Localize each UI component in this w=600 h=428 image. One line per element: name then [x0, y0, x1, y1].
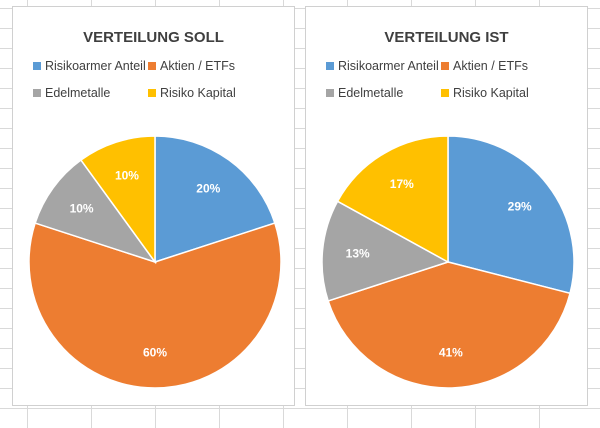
- data-label-edelmetalle: 10%: [70, 202, 94, 216]
- legend-item-risiko-kapital: Risiko Kapital: [148, 86, 236, 100]
- legend-item-edelmetalle: Edelmetalle: [326, 86, 403, 100]
- chart-ist[interactable]: VERTEILUNG IST Risikoarmer Anteil Aktien…: [305, 6, 588, 406]
- legend-item-aktien-etfs: Aktien / ETFs: [148, 59, 235, 73]
- legend-label: Risikoarmer Anteil: [45, 59, 146, 73]
- legend-item-risiko-kapital: Risiko Kapital: [441, 86, 529, 100]
- legend-item-aktien-etfs: Aktien / ETFs: [441, 59, 528, 73]
- pie-slice-edelmetalle: [34, 159, 157, 264]
- data-label-risiko-kapital: 10%: [115, 169, 139, 183]
- data-label-aktien-etfs: 41%: [439, 346, 463, 360]
- legend-item-risikoarmer-anteil: Risikoarmer Anteil: [33, 59, 146, 73]
- legend-label: Risikoarmer Anteil: [338, 59, 439, 73]
- legend-label: Edelmetalle: [45, 86, 111, 100]
- legend-swatch: [326, 62, 334, 70]
- legend-swatch: [148, 62, 156, 70]
- legend-swatch: [441, 62, 449, 70]
- legend-label: Risiko Kapital: [160, 86, 236, 100]
- legend-item-risikoarmer-anteil: Risikoarmer Anteil: [326, 59, 439, 73]
- legend-label: Aktien / ETFs: [160, 59, 236, 73]
- pie-slice-aktien-etfs: [327, 261, 571, 389]
- pie-slice-risikoarmer-anteil: [154, 135, 276, 264]
- pie-slice-aktien-etfs: [28, 222, 282, 389]
- data-label-edelmetalle: 13%: [346, 246, 370, 260]
- legend-swatch: [441, 89, 449, 97]
- data-label-aktien-etfs: 60%: [143, 346, 167, 360]
- data-label-risikoarmer-anteil: 20%: [196, 182, 220, 196]
- legend-label: Aktien / ETFs: [453, 59, 529, 73]
- data-label-risikoarmer-anteil: 29%: [508, 199, 532, 213]
- pie-slice-edelmetalle: [321, 200, 450, 302]
- chart-title: VERTEILUNG SOLL: [83, 29, 224, 46]
- legend-swatch: [33, 62, 41, 70]
- legend-swatch: [33, 89, 41, 97]
- chart-title: VERTEILUNG IST: [384, 29, 509, 46]
- pie-slice-risiko-kapital: [79, 135, 156, 265]
- legend-label: Risiko Kapital: [453, 86, 529, 100]
- data-label-risiko-kapital: 17%: [390, 177, 414, 191]
- legend-item-edelmetalle: Edelmetalle: [33, 86, 110, 100]
- legend-swatch: [326, 89, 334, 97]
- pie-chart-ist: 29% 41% 13% 17%: [321, 135, 575, 389]
- pie-slice-risikoarmer-anteil: [447, 135, 575, 295]
- legend-swatch: [148, 89, 156, 97]
- pie-chart-soll: 20% 60% 10% 10%: [28, 135, 282, 389]
- legend-label: Edelmetalle: [338, 86, 404, 100]
- pie-slice-risiko-kapital: [336, 135, 449, 264]
- chart-soll[interactable]: VERTEILUNG SOLL Risikoarmer Anteil Aktie…: [12, 6, 295, 406]
